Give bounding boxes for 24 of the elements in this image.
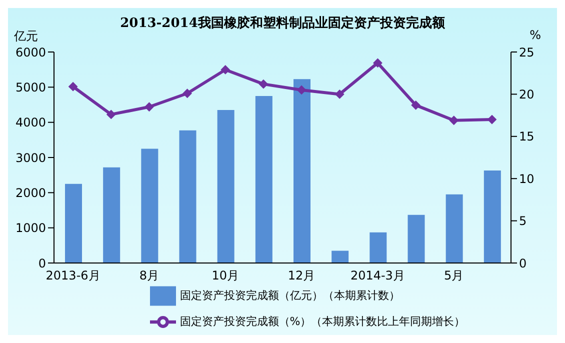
x-tick-label: 2013-6月: [46, 268, 100, 283]
y-tick-label: 0: [38, 256, 46, 270]
y-tick-label: 6000: [15, 45, 46, 60]
x-tick-label: 2014-3月: [350, 268, 405, 283]
x-tick-label: 8月: [139, 268, 160, 283]
y2-tick-label: 25: [519, 45, 534, 60]
y-tick-label: 5000: [15, 80, 46, 94]
y2-axis-title: %: [530, 28, 541, 42]
x-tick-label: 5月: [444, 268, 464, 283]
legend-label: 固定资产投资完成额（%）（本期累计数比上年同期增长）: [180, 315, 466, 328]
y2-tick-label: 15: [519, 130, 534, 144]
y-axis-title: 亿元: [14, 28, 38, 45]
chart-title: 2013-2014我国橡胶和塑料制品业固定资产投资完成额: [120, 16, 445, 31]
y-tick-label: 4000: [15, 116, 46, 130]
y-tick-label: 1000: [15, 221, 46, 236]
y2-tick-label: 0: [519, 256, 527, 270]
y2-tick-label: 20: [519, 87, 534, 102]
y-tick-label: 2000: [15, 186, 46, 200]
y2-tick-label: 10: [519, 172, 534, 186]
x-tick-label: 10月: [212, 268, 240, 283]
y-tick-label: 3000: [15, 150, 46, 165]
legend-label: 固定资产投资完成额（亿元）（本期累计数）: [180, 289, 400, 302]
x-tick-label: 12月: [288, 268, 316, 283]
y2-tick-label: 5: [519, 214, 527, 228]
